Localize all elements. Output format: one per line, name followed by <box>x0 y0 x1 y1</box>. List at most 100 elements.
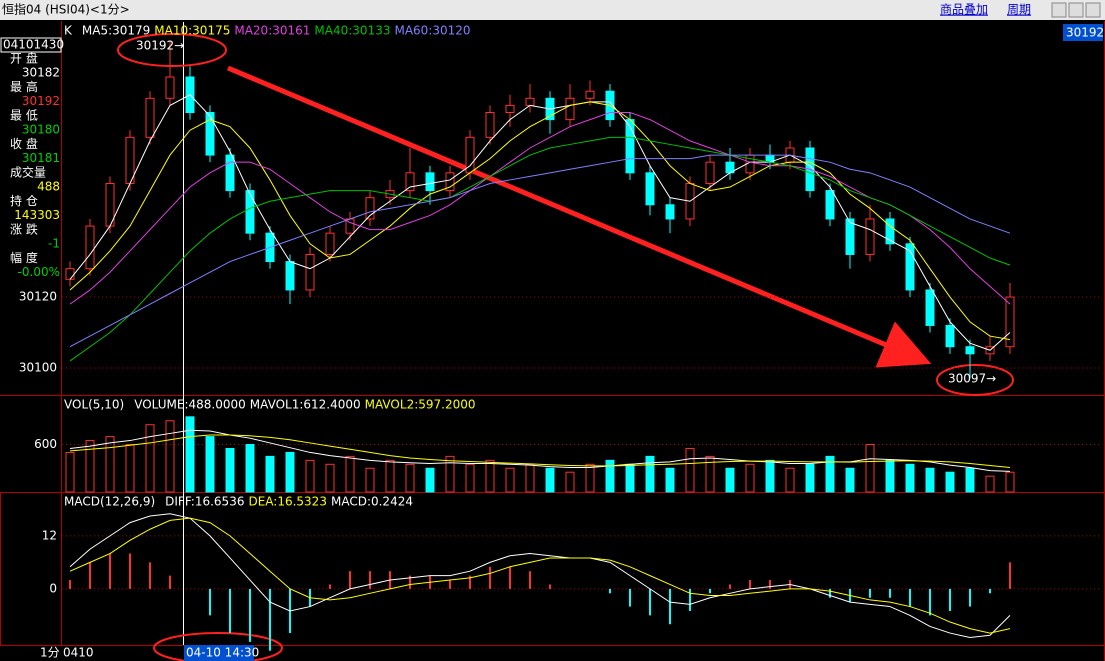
volume-bar <box>905 463 915 493</box>
volume-bar <box>585 463 595 493</box>
volume-bar <box>805 463 815 493</box>
candle-body <box>565 97 575 121</box>
info-value: 30180 <box>22 123 60 137</box>
annotation: 30192→ <box>136 39 184 53</box>
candle-body <box>305 253 315 291</box>
info-label: 成交量 <box>10 165 46 180</box>
legend-entry: MA60:30120 <box>394 24 470 38</box>
info-value: 30192 <box>22 94 60 108</box>
info-label: 持 仓 <box>10 193 38 208</box>
volume-bar <box>385 459 395 493</box>
volume-bar <box>445 455 455 493</box>
candle-body <box>365 197 375 220</box>
series-line <box>69 112 1011 305</box>
volume-bar <box>545 467 555 493</box>
cursor-time-box <box>184 645 254 661</box>
candle-body <box>945 324 955 348</box>
candle-body <box>245 190 255 234</box>
candle-body <box>1005 296 1015 348</box>
legend-entry: DEA:16.5323 <box>248 495 327 509</box>
candle-body <box>705 161 715 184</box>
menu-overlay[interactable]: 商品叠加 <box>940 2 988 17</box>
volume-bar <box>405 463 415 493</box>
volume-bar <box>705 455 715 493</box>
menu-period[interactable]: 周期 <box>1007 3 1031 17</box>
legend-entry: DIFF:16.6536 <box>165 495 244 509</box>
candle-body <box>65 268 75 280</box>
candle-body <box>925 289 935 326</box>
series-line <box>69 94 1011 351</box>
volume-bar <box>785 467 795 493</box>
series-line <box>69 434 1011 468</box>
candle-body <box>165 76 175 99</box>
candle-body <box>205 111 215 156</box>
info-time-box <box>0 37 62 53</box>
volume-bar <box>845 467 855 493</box>
volume-bar <box>465 463 475 493</box>
info-value: 488 <box>37 180 60 194</box>
info-label: 最 低 <box>10 109 38 123</box>
volume-bar <box>345 455 355 493</box>
volume-bar <box>625 463 635 493</box>
info-label: 开 盘 <box>10 51 38 66</box>
candle-body <box>405 172 415 192</box>
volume-bar <box>265 455 275 493</box>
candle-body <box>85 225 95 270</box>
legend-entry: VOLUME:488.0000 <box>134 398 246 412</box>
volume-bar <box>285 451 295 493</box>
candle-body <box>885 218 895 245</box>
volume-bar <box>745 463 755 493</box>
series-line <box>69 154 1011 348</box>
legend-entry: MA10:30175 <box>154 24 230 38</box>
candle-body <box>845 218 855 255</box>
candle-body <box>965 346 975 355</box>
volume-bar <box>125 444 135 493</box>
volume-bar <box>485 459 495 493</box>
volume-bar <box>945 471 955 493</box>
volume-bar <box>105 436 115 493</box>
info-time: 04101430 <box>3 38 64 52</box>
y-tick-label: 12 <box>42 528 57 542</box>
volume-bar <box>65 451 75 493</box>
legend-prefix: MACD(12,26,9) <box>64 495 155 509</box>
info-label: 幅 度 <box>10 250 38 265</box>
candle-body <box>665 204 675 220</box>
candle-body <box>145 97 155 138</box>
candle-body <box>645 172 655 206</box>
series-line <box>69 101 1011 341</box>
volume-bar <box>685 447 695 493</box>
candle-body <box>905 243 915 291</box>
y-tick-label: 600 <box>34 437 57 451</box>
volume-bar <box>525 463 535 493</box>
info-value: 30182 <box>22 66 60 80</box>
legend-prefix: K <box>64 24 73 38</box>
volume-bar <box>765 459 775 493</box>
volume-bar <box>185 416 195 493</box>
info-label: 涨 跌 <box>10 222 38 237</box>
legend-entry: MACD:0.2424 <box>331 495 413 509</box>
volume-bar <box>965 467 975 493</box>
volume-bar <box>325 463 335 493</box>
volume-bar <box>865 444 875 493</box>
window-button[interactable] <box>1068 2 1084 18</box>
info-value: 143303 <box>14 208 60 222</box>
volume-bar <box>165 420 175 493</box>
window-button[interactable] <box>1085 2 1101 18</box>
period-label: 1分 <box>40 646 60 660</box>
volume-bar <box>885 459 895 493</box>
candle-body <box>525 97 535 106</box>
highlight-circle <box>117 33 227 67</box>
y-tick-label: 30120 <box>19 290 57 304</box>
volume-bar <box>225 447 235 493</box>
legend-entry: MAVOL1:612.4000 <box>250 398 361 412</box>
volume-bar <box>205 436 215 493</box>
y-tick-label: 0 <box>49 581 57 595</box>
volume-bar <box>1005 471 1015 493</box>
info-value: 30181 <box>22 151 60 165</box>
series-line <box>69 429 1011 472</box>
window-button[interactable] <box>1051 2 1067 18</box>
legend-entry: MA5:30179 <box>82 24 150 38</box>
window-title: 恒指04 (HSI04)<1分> <box>2 2 130 17</box>
